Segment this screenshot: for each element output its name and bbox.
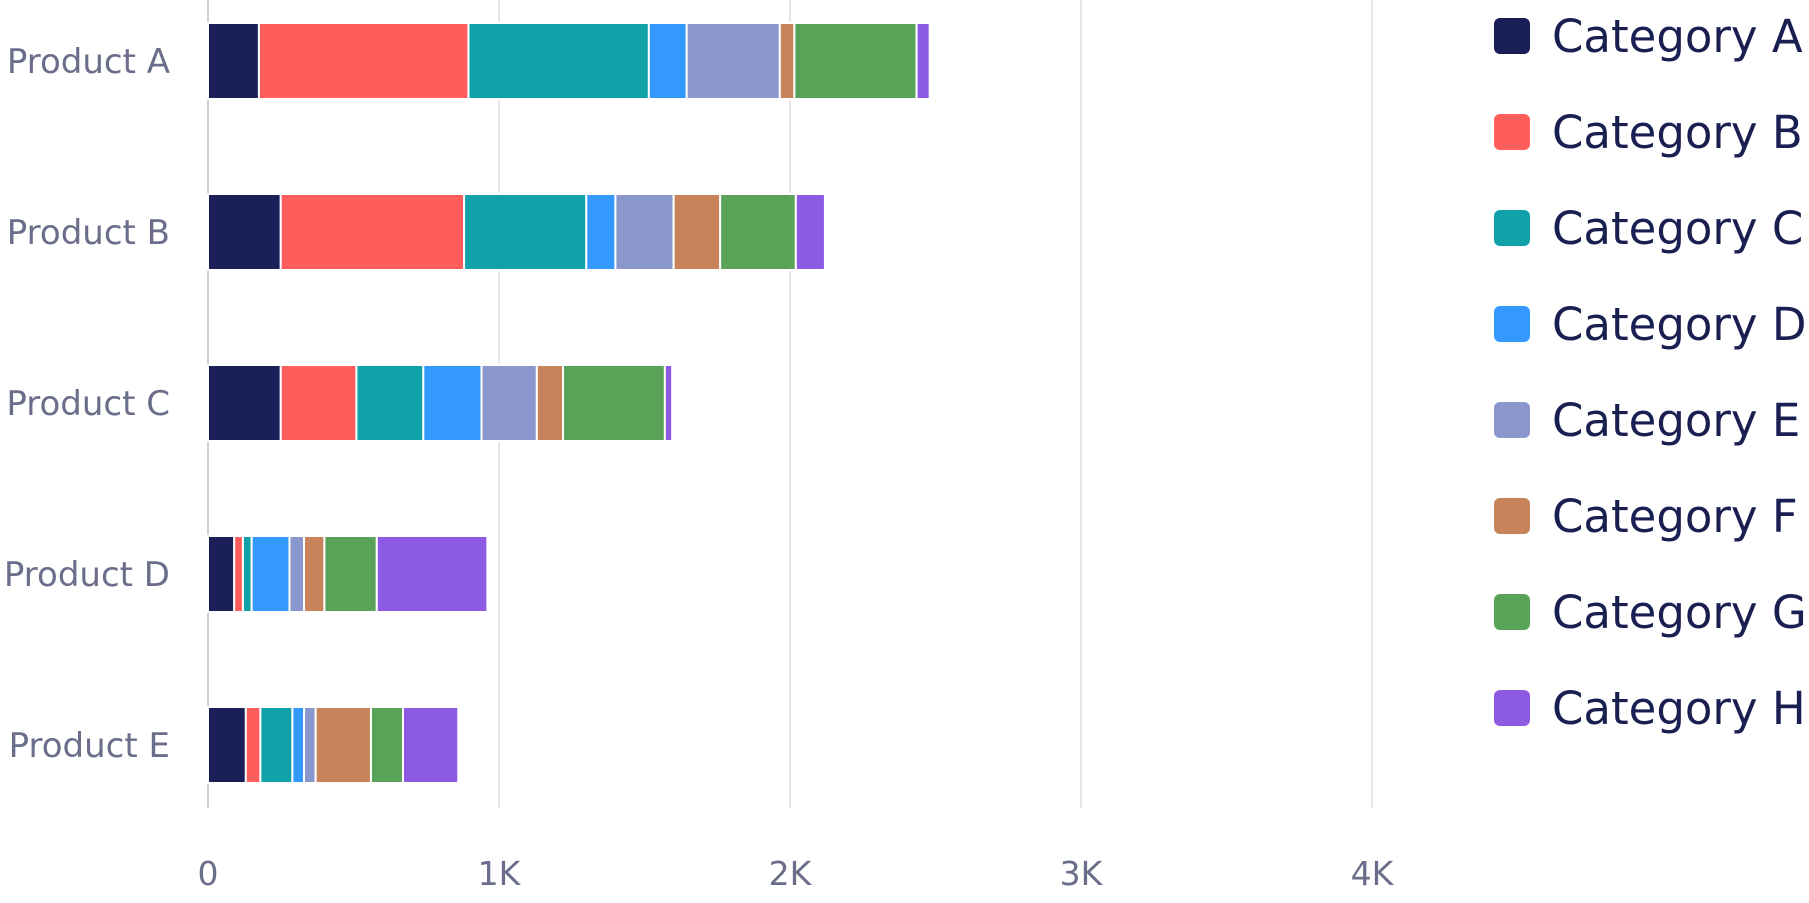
legend-label: Category H xyxy=(1552,682,1806,735)
bar-product-a-category-h xyxy=(915,22,931,100)
gridlines xyxy=(207,0,1373,808)
legend-swatch-category-a xyxy=(1494,18,1530,54)
y-tick-label: Product A xyxy=(7,42,170,82)
legend-swatch-category-c xyxy=(1494,210,1530,246)
bar-product-a-category-g xyxy=(793,22,918,100)
legend-label: Category D xyxy=(1552,298,1807,351)
bar-product-c-category-d xyxy=(422,364,483,442)
bar-product-c-category-e xyxy=(480,364,538,442)
bar-product-c-category-b xyxy=(279,364,358,442)
bar-product-d-category-h xyxy=(375,535,489,613)
bar-product-c-category-g xyxy=(562,364,666,442)
bar-product-d-category-f xyxy=(303,535,326,613)
bar-product-c-category-a xyxy=(207,364,282,442)
legend-label: Category G xyxy=(1552,586,1807,639)
y-tick-label: Product E xyxy=(9,726,170,766)
bar-product-b-category-a xyxy=(207,193,282,271)
bar-product-b-category-f xyxy=(672,193,722,271)
x-tick-label: 3K xyxy=(1060,854,1104,893)
x-tick-label: 0 xyxy=(198,854,219,893)
legend-swatch-category-e xyxy=(1494,402,1530,438)
bar-product-a-category-e xyxy=(685,22,781,100)
legend: Category A Category B Category C Category D… xyxy=(1494,10,1807,735)
y-axis-ticks: Product A Product B Product C Product D Prod… xyxy=(4,42,170,766)
bar-product-c-category-h xyxy=(663,364,674,442)
bars xyxy=(207,22,931,784)
bar-product-d-category-e xyxy=(288,535,306,613)
legend-swatch-category-h xyxy=(1494,690,1530,726)
bar-product-e-category-g xyxy=(369,706,404,784)
legend-label: Category A xyxy=(1552,10,1803,63)
bar-product-a-category-a xyxy=(207,22,260,100)
bar-product-a-category-f xyxy=(778,22,796,100)
bar-product-e-category-e xyxy=(303,706,317,784)
bar-product-b-category-h xyxy=(794,193,826,271)
bar-product-d-category-b xyxy=(233,535,244,613)
bar-product-c-category-f xyxy=(535,364,565,442)
bar-product-b-category-b xyxy=(279,193,466,271)
bar-product-d-category-a xyxy=(207,535,236,613)
bar-product-b-category-e xyxy=(614,193,675,271)
bar-product-d-category-d xyxy=(250,535,291,613)
bar-product-b-category-g xyxy=(719,193,797,271)
bar-product-e-category-f xyxy=(314,706,372,784)
x-tick-label: 1K xyxy=(478,854,522,893)
bar-product-e-category-d xyxy=(291,706,306,784)
bar-product-e-category-c xyxy=(259,706,294,784)
x-axis-ticks: 0 1K 2K 3K 4K xyxy=(198,854,1395,893)
legend-swatch-category-f xyxy=(1494,498,1530,534)
bar-product-e-category-b xyxy=(244,706,262,784)
bar-product-d-category-c xyxy=(241,535,253,613)
bar-product-e-category-a xyxy=(207,706,247,784)
y-tick-label: Product C xyxy=(6,384,170,424)
bar-product-b-category-c xyxy=(463,193,588,271)
legend-label: Category F xyxy=(1552,490,1798,543)
legend-swatch-category-d xyxy=(1494,306,1530,342)
x-tick-label: 2K xyxy=(769,854,813,893)
bar-product-a-category-b xyxy=(257,22,470,100)
bar-product-b-category-d xyxy=(585,193,617,271)
bar-product-d-category-g xyxy=(323,535,378,613)
x-tick-label: 4K xyxy=(1351,854,1395,893)
bar-product-c-category-c xyxy=(355,364,425,442)
y-tick-label: Product D xyxy=(4,555,170,595)
bar-product-e-category-h xyxy=(401,706,460,784)
legend-swatch-category-g xyxy=(1494,594,1530,630)
y-tick-label: Product B xyxy=(7,213,170,253)
legend-label: Category C xyxy=(1552,202,1803,255)
legend-swatch-category-b xyxy=(1494,114,1530,150)
bar-product-a-category-c xyxy=(467,22,650,100)
legend-label: Category E xyxy=(1552,394,1800,447)
bar-product-a-category-d xyxy=(647,22,688,100)
legend-label: Category B xyxy=(1552,106,1803,159)
